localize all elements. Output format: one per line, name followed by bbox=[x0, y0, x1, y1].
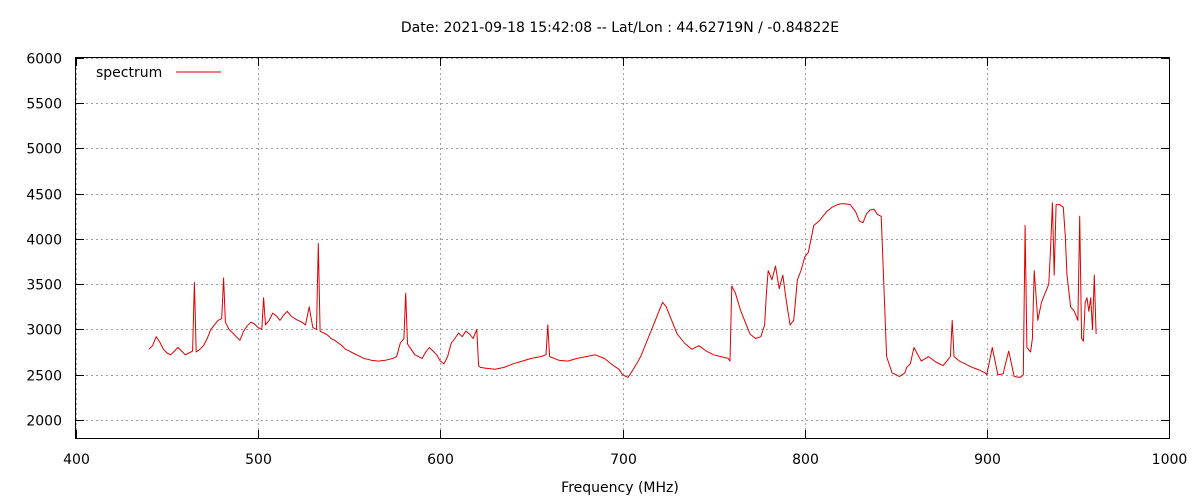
y-tick-label: 2500 bbox=[26, 369, 62, 385]
y-tick-label: 3500 bbox=[26, 278, 62, 294]
x-axis-label: Frequency (MHz) bbox=[561, 480, 679, 496]
chart-title: Date: 2021-09-18 15:42:08 -- Lat/Lon : 4… bbox=[401, 20, 839, 36]
x-tick-label: 400 bbox=[63, 452, 90, 468]
y-tick-label: 5000 bbox=[26, 142, 62, 158]
y-tick-label: 5500 bbox=[26, 97, 62, 113]
y-tick-label: 3000 bbox=[26, 323, 62, 339]
plot-frame bbox=[75, 57, 1170, 439]
legend-label: spectrum bbox=[96, 65, 162, 81]
legend: spectrum bbox=[96, 65, 221, 81]
x-tick-label: 500 bbox=[245, 452, 272, 468]
y-tick-label: 6000 bbox=[26, 52, 62, 68]
x-tick-label: 600 bbox=[427, 452, 454, 468]
x-axis-ticks: 400 500 600 700 800 900 1000 bbox=[63, 58, 1187, 468]
y-tick-label: 4500 bbox=[26, 188, 62, 204]
y-tick-label: 2000 bbox=[26, 414, 62, 430]
series-line-spectrum bbox=[148, 202, 1097, 378]
x-tick-label: 900 bbox=[974, 452, 1001, 468]
grid-lines bbox=[76, 58, 1170, 438]
series-group bbox=[148, 202, 1097, 378]
y-tick-label: 4000 bbox=[26, 233, 62, 249]
x-tick-label: 1000 bbox=[1152, 452, 1188, 468]
y-axis-ticks: 2000 2500 3000 3500 4000 4500 5000 5500 6000 bbox=[26, 52, 1169, 430]
x-tick-label: 700 bbox=[610, 452, 637, 468]
x-tick-label: 800 bbox=[792, 452, 819, 468]
